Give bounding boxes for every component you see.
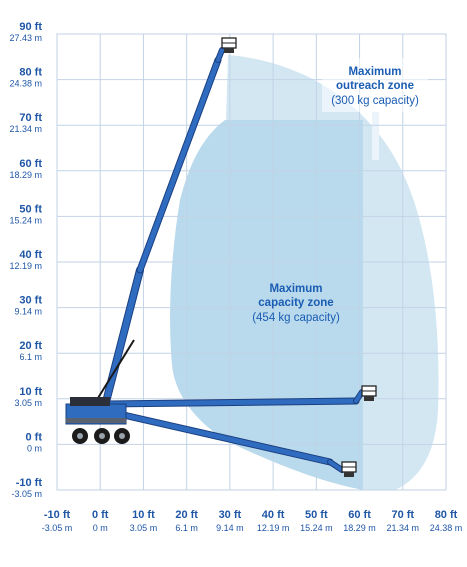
- y-tick-label-ft: 70 ft: [19, 112, 42, 124]
- horizontal-basket: [361, 385, 377, 401]
- y-tick-label-m: 21.34 m: [9, 124, 42, 134]
- outreach-zone-title-line-2: outreach zone: [336, 80, 414, 92]
- lower-jib: [328, 460, 344, 472]
- basket-floor: [224, 48, 234, 53]
- y-tick-label-m: 6.1 m: [19, 352, 42, 362]
- x-tick-label-ft: 60 ft: [348, 509, 371, 521]
- y-tick-label-m: -3.05 m: [11, 489, 42, 499]
- y-tick-label-ft: 30 ft: [19, 295, 42, 307]
- y-tick-label-ft: 0 ft: [26, 431, 43, 443]
- x-tick-label-m: 0 m: [93, 523, 108, 533]
- outreach-zone-shape: [226, 55, 439, 490]
- outreach-label-backdrop: [322, 58, 428, 112]
- x-axis-ticks: -10 ft -3.05 m 0 ft 0 m 10 ft 3.05 m 20 ft 6.1 …: [42, 509, 463, 533]
- capacity-zone-capacity: (454 kg capacity): [252, 312, 340, 324]
- lower-basket: [341, 461, 357, 477]
- y-tick-label-m: 18.29 m: [9, 170, 42, 180]
- y-tick-label-ft: 60 ft: [19, 158, 42, 170]
- capacity-zone-shape: [170, 120, 363, 490]
- top-jib: [216, 48, 224, 62]
- horizontal-reach-boom: [103, 398, 359, 407]
- x-tick-label-m: 21.34 m: [387, 523, 420, 533]
- basket-floor: [364, 396, 374, 401]
- x-tick-label-ft: 80 ft: [435, 509, 458, 521]
- range-zones: [170, 55, 439, 490]
- zone-labels: Maximum outreach zone (300 kg capacity) …: [252, 58, 428, 324]
- x-tick-label-m: 24.38 m: [430, 523, 463, 533]
- machine-hub: [119, 433, 125, 439]
- x-tick-label-m: 18.29 m: [343, 523, 376, 533]
- x-tick-label-m: -3.05 m: [42, 523, 73, 533]
- x-tick-label-ft: 10 ft: [132, 509, 155, 521]
- outreach-zone-capacity: (300 kg capacity): [331, 95, 419, 107]
- x-tick-label-m: 6.1 m: [175, 523, 198, 533]
- machine-turret: [70, 397, 110, 406]
- x-tick-label-ft: 20 ft: [175, 509, 198, 521]
- y-tick-label-m: 0 m: [27, 443, 42, 453]
- x-tick-label-ft: 50 ft: [305, 509, 328, 521]
- machine-hub: [99, 433, 105, 439]
- y-tick-label-ft: -10 ft: [16, 477, 43, 489]
- outreach-zone-title-line-1: Maximum: [348, 66, 401, 78]
- capacity-zone-title-line-2: capacity zone: [258, 297, 333, 309]
- machine-frame: [66, 418, 126, 423]
- y-tick-label-ft: 40 ft: [19, 249, 42, 261]
- y-tick-label-ft: 80 ft: [19, 67, 42, 79]
- plot-border: [56, 33, 447, 491]
- lower-reach-boom: [103, 408, 333, 465]
- y-tick-label-ft: 10 ft: [19, 386, 42, 398]
- vertical-boom-lower-section: [103, 267, 143, 405]
- vertical-boom-upper-section: [137, 57, 221, 273]
- x-tick-label-m: 3.05 m: [130, 523, 158, 533]
- x-tick-label-m: 9.14 m: [216, 523, 244, 533]
- outreach-label-stem: [372, 112, 379, 160]
- x-tick-label-ft: 70 ft: [391, 509, 414, 521]
- y-tick-label-m: 27.43 m: [9, 33, 42, 43]
- capacity-zone-title-line-1: Maximum: [269, 283, 322, 295]
- y-tick-label-m: 9.14 m: [14, 307, 42, 317]
- y-tick-label-m: 12.19 m: [9, 261, 42, 271]
- machine-hub: [77, 433, 83, 439]
- x-tick-label-ft: 0 ft: [92, 509, 109, 521]
- y-tick-label-ft: 50 ft: [19, 203, 42, 215]
- boom-lift-machine: [65, 37, 377, 477]
- x-tick-label-ft: 40 ft: [262, 509, 285, 521]
- y-tick-label-m: 15.24 m: [9, 215, 42, 225]
- grid-lines: [56, 33, 447, 491]
- x-tick-label-m: 15.24 m: [300, 523, 333, 533]
- horizontal-jib: [354, 390, 364, 403]
- y-tick-label-m: 24.38 m: [9, 79, 42, 89]
- x-tick-label-ft: -10 ft: [44, 509, 71, 521]
- top-basket: [221, 37, 237, 53]
- x-tick-label-m: 12.19 m: [257, 523, 290, 533]
- y-tick-label-ft: 90 ft: [19, 21, 42, 33]
- lift-cylinder: [97, 339, 135, 399]
- y-tick-label-m: 3.05 m: [14, 398, 42, 408]
- basket-floor: [344, 472, 354, 477]
- x-tick-label-ft: 30 ft: [219, 509, 242, 521]
- y-tick-label-ft: 20 ft: [19, 340, 42, 352]
